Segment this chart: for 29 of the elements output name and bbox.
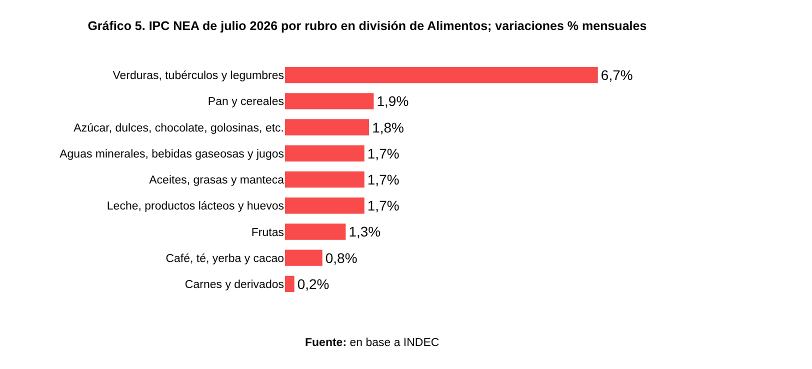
y-tick-label: Aguas minerales, bebidas gaseosas y jugos xyxy=(60,148,284,160)
data-label: 0,2% xyxy=(297,276,330,292)
bar xyxy=(285,93,374,110)
y-tick-label: Café, té, yerba y cacao xyxy=(166,252,284,265)
y-tick-label: Verduras, tubérculos y legumbres xyxy=(112,70,284,82)
y-tick-label: Azúcar, dulces, chocolate, golosinas, etc. xyxy=(74,122,284,134)
y-tick-label: Frutas xyxy=(251,226,284,239)
data-label: 1,3% xyxy=(348,224,381,240)
y-tick-label: Pan y cereales xyxy=(208,96,284,108)
y-tick-label: Carnes y derivados xyxy=(184,278,284,291)
bar xyxy=(285,276,294,292)
data-label: 1,7% xyxy=(367,172,400,188)
data-label: 1,7% xyxy=(367,145,400,162)
data-label: 6,7% xyxy=(600,67,633,84)
data-label: 0,8% xyxy=(325,250,358,266)
y-tick-label: Aceites, grasas y manteca xyxy=(149,174,285,187)
data-label: 1,7% xyxy=(367,198,400,214)
bar xyxy=(285,171,364,188)
bar xyxy=(285,66,598,84)
bar xyxy=(285,250,322,266)
data-label: 1,9% xyxy=(376,93,409,110)
chart-title: Gráfico 5. IPC NEA de julio 2026 por rubro en división de Alimentos; variaciones % mensuales xyxy=(88,19,647,34)
y-tick-label: Leche, productos lácteos y huevos xyxy=(106,200,284,213)
source-note: Fuente: en base a INDEC xyxy=(305,337,440,349)
bar xyxy=(285,224,346,240)
bar xyxy=(285,198,364,214)
data-label: 1,8% xyxy=(372,119,404,136)
bar xyxy=(285,119,370,136)
bar xyxy=(285,145,364,162)
